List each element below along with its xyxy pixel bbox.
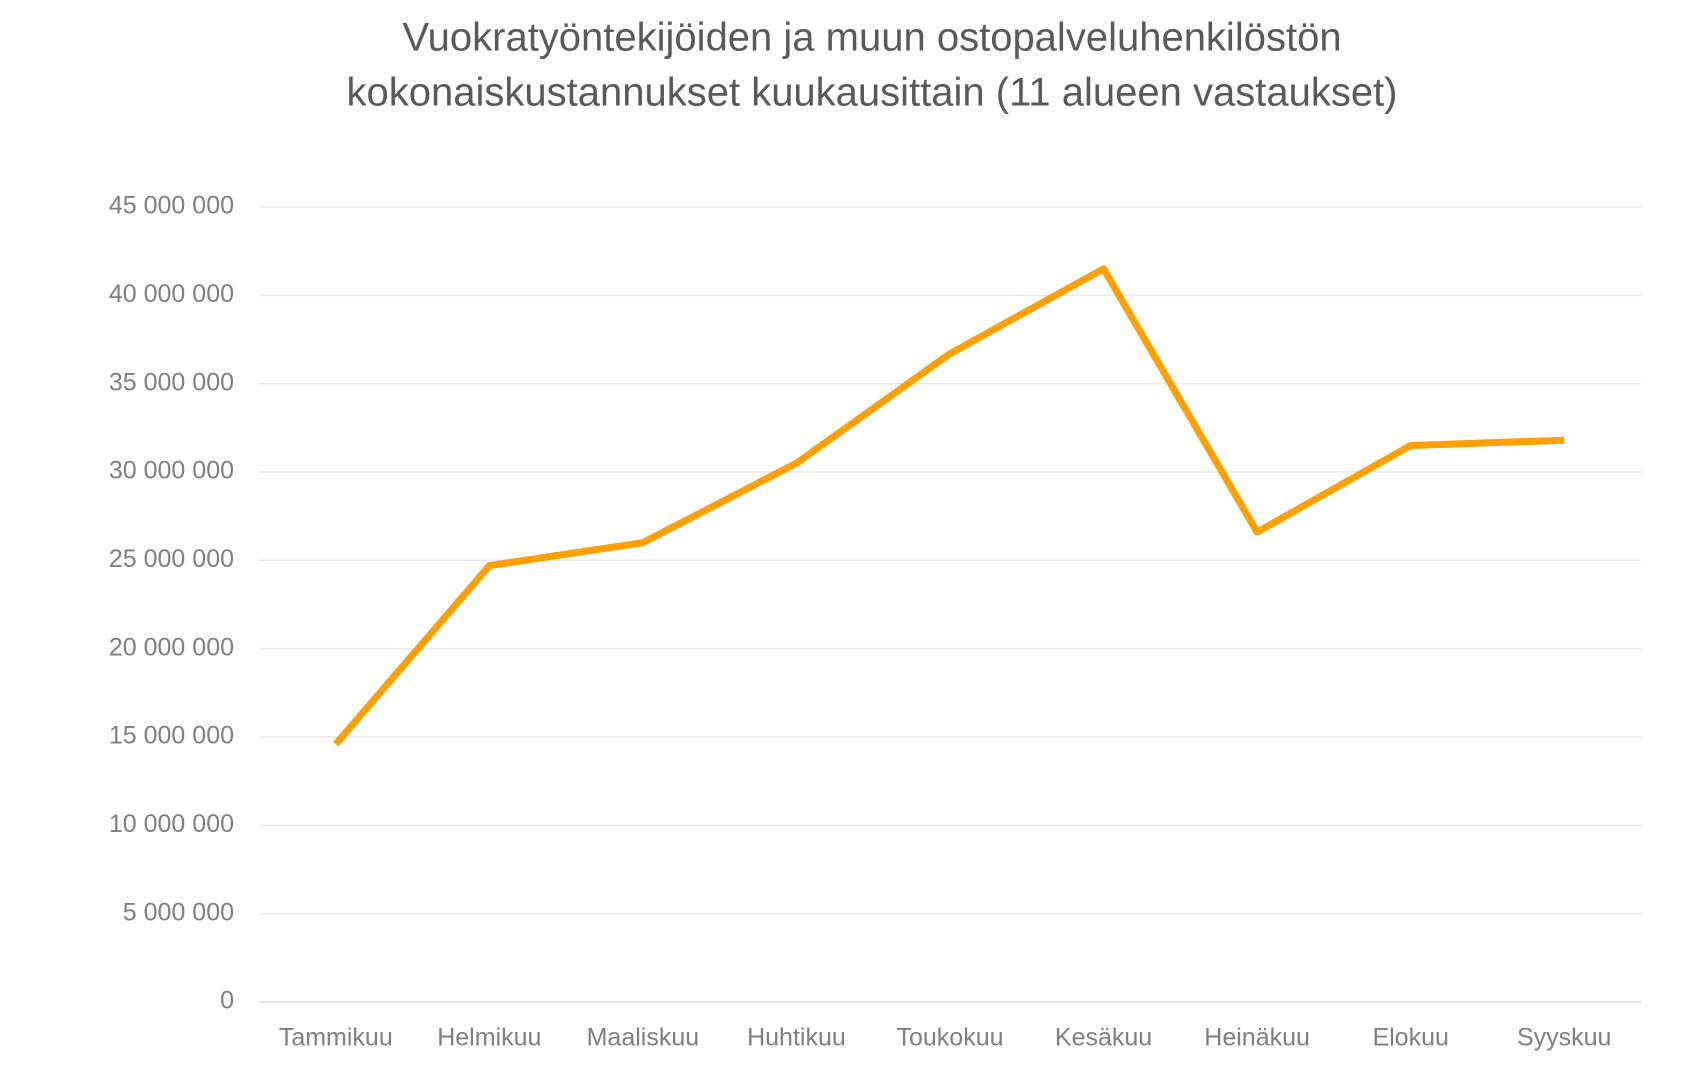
y-tick-label: 25 000 000 [109,545,234,573]
y-tick-label: 0 [220,987,234,1015]
chart-title: Vuokratyöntekijöiden ja muun ostopalvelu… [402,16,1341,60]
x-tick-label: Tammikuu [279,1024,393,1052]
chart-title: kokonaiskustannukset kuukausittain (11 a… [347,71,1398,115]
x-tick-label: Elokuu [1372,1024,1448,1052]
x-tick-label: Maaliskuu [587,1024,700,1052]
x-tick-label: Kesäkuu [1055,1024,1152,1052]
x-tick-label: Huhtikuu [747,1024,846,1052]
y-tick-label: 40 000 000 [109,280,234,308]
x-tick-label: Helmikuu [437,1024,541,1052]
x-tick-label: Heinäkuu [1204,1024,1310,1052]
y-tick-label: 15 000 000 [109,722,234,750]
x-tick-label: Syyskuu [1517,1024,1611,1052]
data-line [333,265,1565,747]
y-tick-label: 10 000 000 [109,810,234,838]
y-tick-label: 30 000 000 [109,457,234,485]
y-tick-label: 20 000 000 [109,633,234,661]
x-tick-label: Toukokuu [896,1024,1003,1052]
y-tick-label: 35 000 000 [109,368,234,396]
y-tick-label: 45 000 000 [109,192,234,220]
y-tick-label: 5 000 000 [123,898,234,926]
